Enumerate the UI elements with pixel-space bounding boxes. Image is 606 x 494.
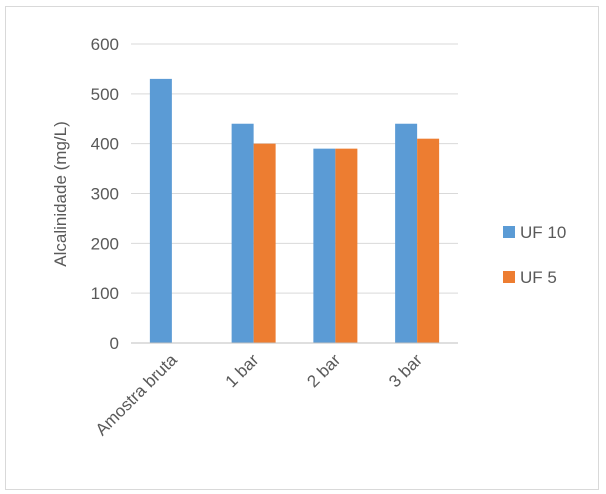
bars — [149, 78, 440, 343]
y-tick-label: 100 — [91, 284, 119, 303]
x-tick-label: Amostra bruta — [92, 350, 181, 439]
bar-uf-10-3 — [395, 123, 418, 343]
legend-swatch — [503, 271, 515, 283]
x-tick-label: 1 bar — [222, 350, 263, 391]
bar-uf-10-2 — [313, 148, 336, 343]
x-tick-label: 3 bar — [385, 350, 426, 391]
chart-frame — [5, 6, 599, 490]
legend-label: UF 5 — [520, 268, 557, 287]
y-tick-label: 200 — [91, 234, 119, 253]
x-tick-labels: Amostra bruta 1 bar 2 bar 3 bar — [92, 350, 426, 439]
y-axis-title: Alcalinidade (mg/L) — [51, 121, 70, 267]
y-tick-labels: 0 100 200 300 400 500 600 — [91, 35, 119, 353]
y-tick-label: 400 — [91, 135, 119, 154]
bar-uf-10-1 — [231, 123, 254, 343]
bar-uf-5-3 — [417, 138, 440, 343]
legend: UF 10 UF 5 — [503, 223, 566, 287]
y-tick-label: 300 — [91, 185, 119, 204]
bar-uf-10-0 — [149, 78, 172, 343]
y-tick-label: 0 — [110, 334, 119, 353]
legend-swatch — [503, 226, 515, 238]
y-tick-label: 600 — [91, 35, 119, 54]
bar-uf-5-2 — [335, 148, 358, 343]
legend-label: UF 10 — [520, 223, 566, 242]
y-tick-label: 500 — [91, 85, 119, 104]
x-tick-label: 2 bar — [303, 350, 344, 391]
bar-uf-5-1 — [253, 143, 276, 343]
